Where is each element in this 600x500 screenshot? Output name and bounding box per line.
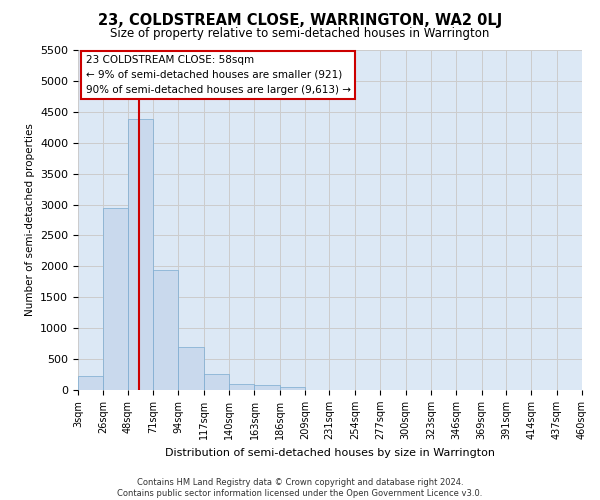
Bar: [103, 208, 128, 390]
Bar: [254, 384, 280, 390]
Text: 23, COLDSTREAM CLOSE, WARRINGTON, WA2 0LJ: 23, COLDSTREAM CLOSE, WARRINGTON, WA2 0L…: [98, 12, 502, 28]
X-axis label: Distribution of semi-detached houses by size in Warrington: Distribution of semi-detached houses by …: [165, 448, 495, 458]
Bar: [229, 384, 254, 390]
Bar: [78, 376, 103, 390]
Text: Size of property relative to semi-detached houses in Warrington: Size of property relative to semi-detach…: [110, 28, 490, 40]
Bar: [204, 374, 229, 390]
Bar: [153, 270, 178, 390]
Text: Contains HM Land Registry data © Crown copyright and database right 2024.
Contai: Contains HM Land Registry data © Crown c…: [118, 478, 482, 498]
Bar: [128, 119, 153, 390]
Y-axis label: Number of semi-detached properties: Number of semi-detached properties: [25, 124, 35, 316]
Bar: [280, 387, 305, 390]
Text: 23 COLDSTREAM CLOSE: 58sqm
← 9% of semi-detached houses are smaller (921)
90% of: 23 COLDSTREAM CLOSE: 58sqm ← 9% of semi-…: [86, 55, 350, 94]
Bar: [178, 346, 204, 390]
